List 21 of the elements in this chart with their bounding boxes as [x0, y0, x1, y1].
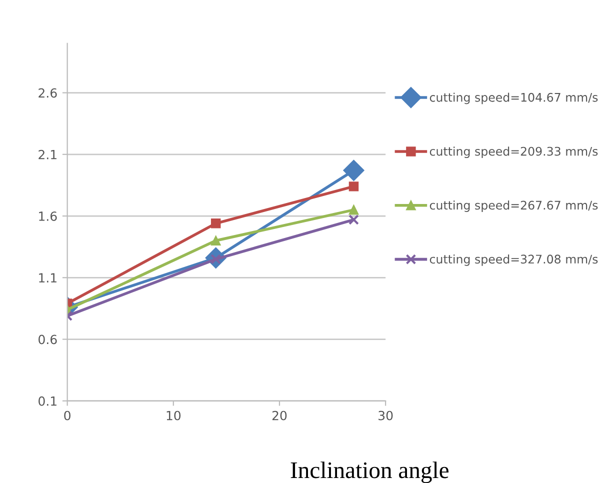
- point: [348, 214, 359, 225]
- legend-label: cutting speed=104.67 mm/s: [430, 92, 598, 104]
- point: [210, 218, 221, 228]
- point: [210, 236, 221, 246]
- x-tick-label: 30: [378, 410, 393, 420]
- y-tick-label: 2.1: [38, 150, 56, 160]
- y-tick-label: 1.6: [39, 211, 57, 221]
- y-tick-label: 1.1: [39, 273, 56, 282]
- x-axis-title: Inclination angle: [290, 462, 448, 483]
- x-tick-label: 0: [64, 410, 70, 420]
- y-tick-label: 0.1: [38, 396, 56, 406]
- point: [348, 182, 359, 192]
- point: [343, 160, 364, 181]
- y-tick-label: 0.6: [38, 334, 57, 344]
- x-tick-label: 20: [272, 410, 287, 420]
- legend-label: cutting speed=327.08 mm/s: [430, 254, 598, 266]
- legend-label: cutting speed=267.67 mm/s: [430, 200, 598, 212]
- legend-label: cutting speed=209.33 mm/s: [430, 146, 598, 158]
- x-tick-label: 10: [166, 410, 181, 420]
- y-tick-label: 2.6: [38, 88, 57, 98]
- point: [348, 204, 359, 215]
